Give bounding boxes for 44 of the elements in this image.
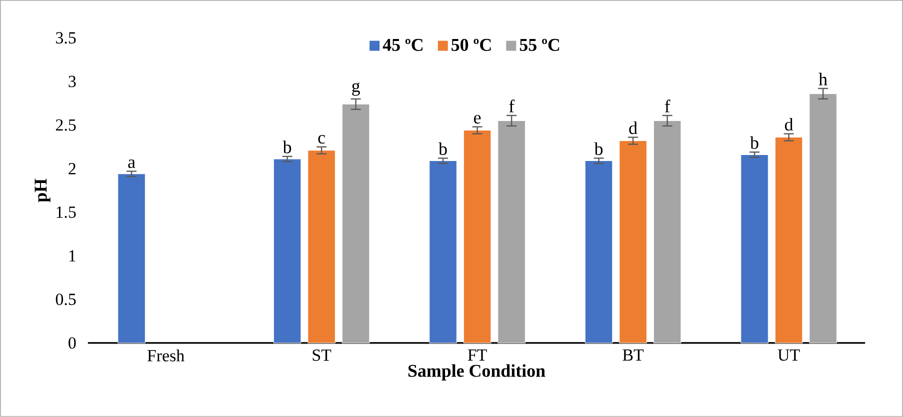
y-tick-label: 0.5 xyxy=(56,294,76,306)
bar xyxy=(653,120,682,344)
x-tick-label: FT xyxy=(468,350,487,361)
bar xyxy=(118,174,146,344)
annotation: g xyxy=(352,82,360,96)
bar xyxy=(463,130,492,344)
y-tick-label: 2.5 xyxy=(56,119,76,131)
annotation: b xyxy=(282,140,292,154)
annotation: f xyxy=(664,100,670,112)
bar xyxy=(308,150,336,344)
annotation: d xyxy=(629,121,638,134)
legend-label: 45 ºC xyxy=(382,38,422,52)
bar xyxy=(498,120,526,344)
bar xyxy=(429,160,457,344)
annotation: d xyxy=(784,118,794,131)
y-tick-label: 3 xyxy=(68,76,76,88)
bar xyxy=(809,93,837,344)
bar xyxy=(774,137,803,344)
annotation: b xyxy=(750,136,758,149)
bar xyxy=(584,160,613,344)
annotation: a xyxy=(128,160,136,168)
annotation: b xyxy=(438,142,447,156)
bar xyxy=(342,104,370,344)
bar xyxy=(273,158,302,344)
x-tick-label: UT xyxy=(778,350,800,361)
x-tick-label: BT xyxy=(622,350,644,361)
y-tick-label: 0 xyxy=(68,337,76,349)
y-tick-label: 1 xyxy=(69,250,76,262)
annotation: f xyxy=(509,100,515,112)
annotation: e xyxy=(474,115,481,124)
bar xyxy=(740,154,768,344)
y-tick-label: 2 xyxy=(68,163,76,174)
x-tick-label: Fresh xyxy=(147,350,184,362)
bar xyxy=(619,140,647,344)
legend-label: 55 ºC xyxy=(520,38,560,52)
annotation: c xyxy=(318,135,325,144)
y-tick-label: 1.5 xyxy=(56,206,76,218)
x-axis-title: Sample Condition xyxy=(408,364,546,381)
y-tick-label: 3.5 xyxy=(56,32,76,44)
annotation: h xyxy=(818,72,828,86)
x-tick-label: ST xyxy=(312,350,332,361)
legend-label: 50 ºC xyxy=(452,38,491,52)
y-axis-title: pH xyxy=(34,178,50,202)
annotation: b xyxy=(594,142,603,156)
